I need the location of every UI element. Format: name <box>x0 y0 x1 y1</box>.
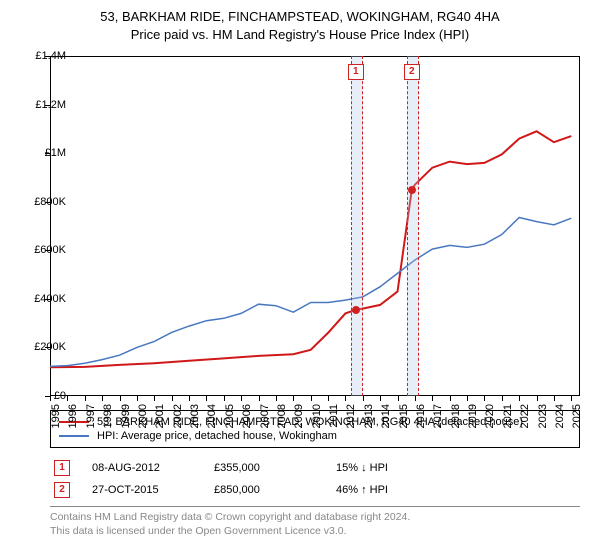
x-axis-label: 2012 <box>345 404 357 444</box>
x-tick <box>363 396 364 401</box>
x-tick <box>189 396 190 401</box>
x-axis-label: 1996 <box>67 404 79 444</box>
y-axis-label: £1.4M <box>18 50 66 62</box>
x-axis-label: 2021 <box>502 404 514 444</box>
x-tick <box>328 396 329 401</box>
x-axis-label: 2002 <box>172 404 184 444</box>
sale-dot <box>408 186 416 194</box>
y-axis-label: £800K <box>18 196 66 208</box>
footer-line2: This data is licensed under the Open Gov… <box>50 525 580 539</box>
x-axis-label: 2003 <box>189 404 201 444</box>
x-axis-label: 1997 <box>85 404 97 444</box>
x-axis-label: 2013 <box>363 404 375 444</box>
sale-pct: 46% ↑ HPI <box>336 484 436 496</box>
x-tick <box>415 396 416 401</box>
series-hpi <box>50 218 571 367</box>
x-tick <box>154 396 155 401</box>
sale-marker: 2 <box>54 482 70 498</box>
footer: Contains HM Land Registry data © Crown c… <box>50 506 580 538</box>
chart-title: 53, BARKHAM RIDE, FINCHAMPSTEAD, WOKINGH… <box>0 0 600 43</box>
title-line1: 53, BARKHAM RIDE, FINCHAMPSTEAD, WOKINGH… <box>0 8 600 26</box>
marker-band <box>407 56 419 396</box>
x-tick <box>398 396 399 401</box>
x-axis-label: 2015 <box>398 404 410 444</box>
marker-label: 2 <box>404 64 420 80</box>
x-tick <box>224 396 225 401</box>
x-tick <box>259 396 260 401</box>
x-axis-label: 2018 <box>450 404 462 444</box>
x-tick <box>432 396 433 401</box>
y-axis-label: £1.2M <box>18 99 66 111</box>
title-line2: Price paid vs. HM Land Registry's House … <box>0 26 600 44</box>
x-axis-label: 2025 <box>571 404 583 444</box>
sale-dot <box>352 306 360 314</box>
sale-pct: 15% ↓ HPI <box>336 462 436 474</box>
x-axis-label: 2005 <box>224 404 236 444</box>
x-tick <box>120 396 121 401</box>
x-axis-label: 2009 <box>293 404 305 444</box>
x-tick <box>345 396 346 401</box>
x-tick <box>241 396 242 401</box>
x-axis-label: 2019 <box>467 404 479 444</box>
x-axis-label: 2004 <box>206 404 218 444</box>
x-axis-label: 1998 <box>102 404 114 444</box>
sale-price: £355,000 <box>214 462 314 474</box>
x-tick <box>293 396 294 401</box>
sale-date: 08-AUG-2012 <box>92 462 192 474</box>
x-axis-label: 2014 <box>380 404 392 444</box>
x-axis-label: 2006 <box>241 404 253 444</box>
x-tick <box>554 396 555 401</box>
marker-band <box>351 56 363 396</box>
x-tick <box>450 396 451 401</box>
x-tick <box>537 396 538 401</box>
x-tick <box>85 396 86 401</box>
x-axis-label: 2007 <box>259 404 271 444</box>
x-axis-label: 2017 <box>432 404 444 444</box>
x-axis-label: 2011 <box>328 404 340 444</box>
series-price_paid <box>50 131 571 367</box>
sale-row: 2 27-OCT-2015 £850,000 46% ↑ HPI <box>50 478 580 500</box>
x-tick <box>571 396 572 401</box>
x-tick <box>102 396 103 401</box>
chart-svg <box>50 56 580 396</box>
sales-block: 1 08-AUG-2012 £355,000 15% ↓ HPI 2 27-OCT-201… <box>50 456 580 500</box>
y-axis-label: £1M <box>18 147 66 159</box>
x-tick <box>502 396 503 401</box>
x-axis-label: 2020 <box>484 404 496 444</box>
y-axis-label: £0 <box>18 390 66 402</box>
marker-label: 1 <box>348 64 364 80</box>
x-tick <box>519 396 520 401</box>
x-axis-label: 2023 <box>537 404 549 444</box>
x-tick <box>67 396 68 401</box>
x-axis-label: 2000 <box>137 404 149 444</box>
sale-marker: 1 <box>54 460 70 476</box>
x-tick <box>137 396 138 401</box>
chart-area: 12 <box>50 56 580 396</box>
x-tick <box>206 396 207 401</box>
x-axis-label: 1995 <box>50 404 62 444</box>
sale-price: £850,000 <box>214 484 314 496</box>
x-tick <box>380 396 381 401</box>
x-axis-label: 2008 <box>276 404 288 444</box>
x-tick <box>467 396 468 401</box>
y-axis-label: £200K <box>18 341 66 353</box>
y-axis-label: £600K <box>18 244 66 256</box>
x-axis-label: 2001 <box>154 404 166 444</box>
y-axis-label: £400K <box>18 293 66 305</box>
x-axis-label: 2024 <box>554 404 566 444</box>
footer-line1: Contains HM Land Registry data © Crown c… <box>50 511 580 525</box>
x-tick <box>484 396 485 401</box>
x-tick <box>172 396 173 401</box>
x-axis-label: 2022 <box>519 404 531 444</box>
x-tick <box>276 396 277 401</box>
sale-date: 27-OCT-2015 <box>92 484 192 496</box>
x-axis-label: 2016 <box>415 404 427 444</box>
x-axis-label: 2010 <box>311 404 323 444</box>
x-axis-label: 1999 <box>120 404 132 444</box>
x-tick <box>311 396 312 401</box>
sale-row: 1 08-AUG-2012 £355,000 15% ↓ HPI <box>50 456 580 478</box>
